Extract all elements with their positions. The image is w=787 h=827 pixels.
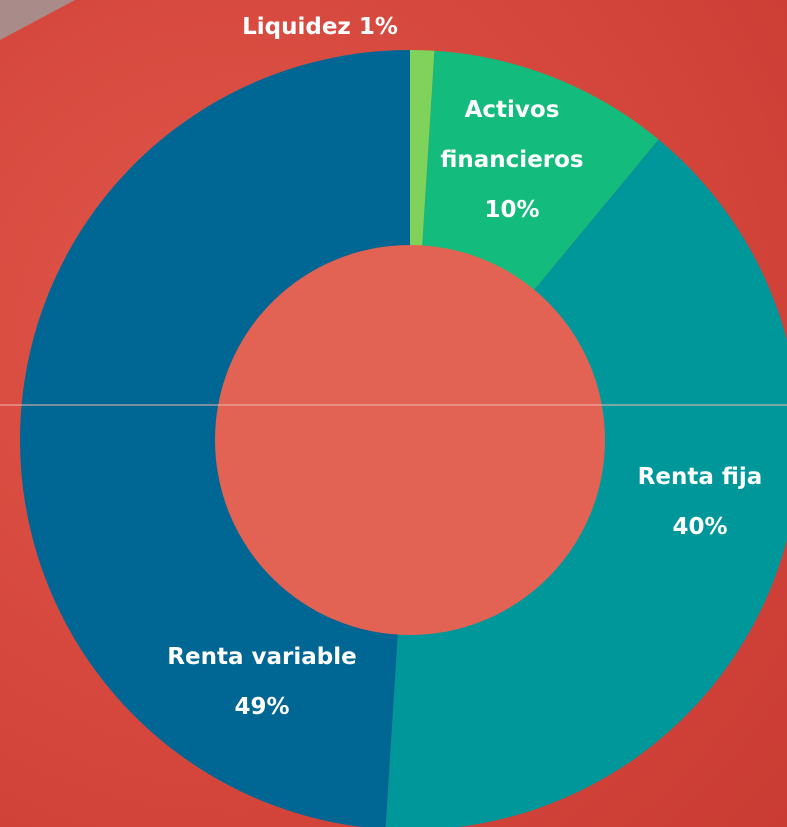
slice-label: Activos financieros 10% [427, 85, 597, 235]
slice-label: Liquidez 1% [242, 2, 398, 52]
value-label: 40% [672, 514, 728, 540]
value-label: 10% [484, 197, 540, 223]
donut-hole [215, 245, 605, 635]
value-label: 1% [358, 14, 398, 40]
slice-label: Renta variable 49% [132, 632, 392, 732]
category-label: Renta fija [637, 464, 763, 490]
corner-decoration [0, 0, 75, 40]
category-label: Activos financieros [440, 97, 584, 173]
slice-label: Renta fija 40% [600, 452, 787, 552]
category-label: Liquidez [242, 14, 351, 40]
value-label: 49% [234, 694, 290, 720]
category-label: Renta variable [167, 644, 357, 670]
